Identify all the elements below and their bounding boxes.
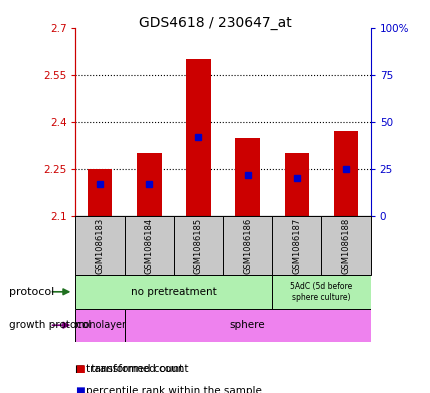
- Text: GSM1086183: GSM1086183: [95, 217, 104, 274]
- Bar: [75, 216, 124, 275]
- Text: ■  transformed count: ■ transformed count: [75, 364, 188, 375]
- Bar: [88, 169, 112, 216]
- Text: GDS4618 / 230647_at: GDS4618 / 230647_at: [139, 16, 291, 30]
- Bar: [75, 309, 124, 342]
- Text: 5AdC (5d before
sphere culture): 5AdC (5d before sphere culture): [290, 282, 352, 301]
- Bar: [223, 216, 272, 275]
- Bar: [137, 153, 161, 216]
- Text: GSM1086187: GSM1086187: [292, 217, 301, 274]
- Bar: [284, 153, 308, 216]
- Bar: [235, 138, 259, 216]
- Bar: [333, 131, 357, 216]
- Text: growth protocol: growth protocol: [9, 320, 91, 330]
- Text: monolayer: monolayer: [74, 320, 126, 330]
- Text: GSM1086184: GSM1086184: [144, 218, 154, 274]
- Text: protocol: protocol: [9, 287, 54, 297]
- Bar: [124, 216, 173, 275]
- Bar: [321, 216, 370, 275]
- Text: no pretreatment: no pretreatment: [131, 287, 216, 297]
- Text: transformed count: transformed count: [86, 364, 183, 375]
- Bar: [75, 275, 272, 309]
- Text: GSM1086185: GSM1086185: [194, 218, 203, 274]
- Text: ■: ■: [75, 386, 85, 393]
- Bar: [173, 216, 223, 275]
- Bar: [186, 59, 210, 216]
- Bar: [272, 216, 321, 275]
- Text: ■: ■: [75, 364, 85, 375]
- Text: percentile rank within the sample: percentile rank within the sample: [86, 386, 261, 393]
- Text: GSM1086186: GSM1086186: [243, 217, 252, 274]
- Bar: [124, 309, 370, 342]
- Bar: [272, 275, 370, 309]
- Text: GSM1086188: GSM1086188: [341, 217, 350, 274]
- Text: sphere: sphere: [229, 320, 265, 330]
